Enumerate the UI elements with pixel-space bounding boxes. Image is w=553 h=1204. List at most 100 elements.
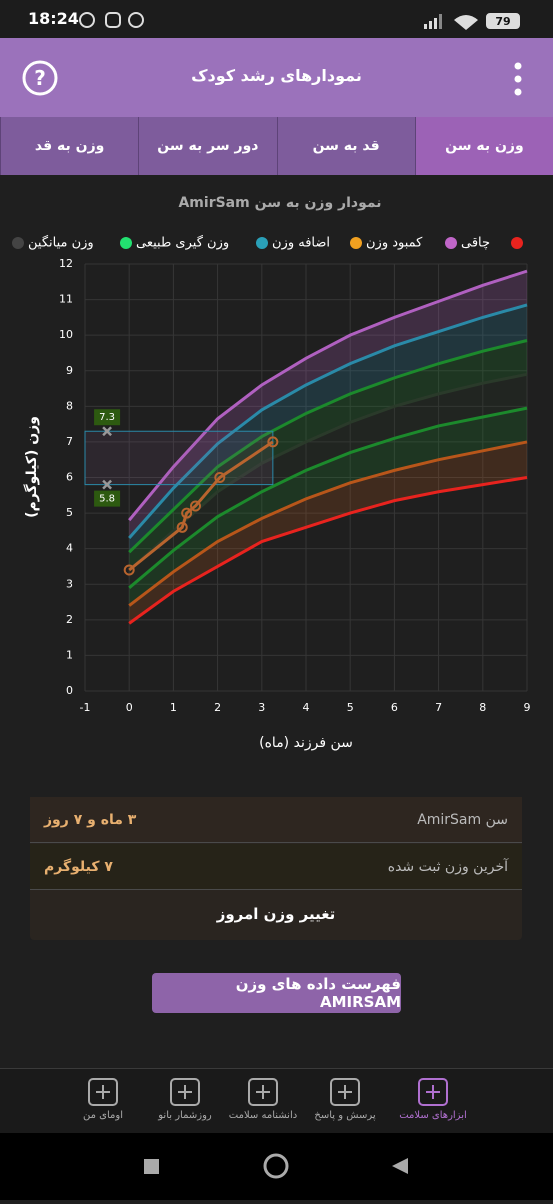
bottom-nav: ابزارهای سلامت پرسش و پاسخ دانشنامه سلامت ر… bbox=[0, 1068, 553, 1133]
nav-item[interactable]: پرسش و پاسخ bbox=[300, 1069, 390, 1134]
tab-bar: وزن به سن قد به سن دور سر به سن وزن به قد bbox=[0, 117, 553, 175]
child-point bbox=[181, 507, 193, 519]
growth-curve bbox=[128, 303, 528, 539]
weight-list-button[interactable]: فهرست داده های وزن AMIRSAM bbox=[152, 973, 401, 1013]
y-tick-label: 2 bbox=[66, 613, 73, 626]
nav-item[interactable]: روزشمار بانو bbox=[140, 1069, 230, 1134]
child-line bbox=[128, 440, 274, 572]
y-tick-label: 1 bbox=[66, 648, 73, 661]
nav-label: روزشمار بانو bbox=[158, 1110, 212, 1121]
x-tick-label: 0 bbox=[126, 701, 133, 714]
back-button[interactable] bbox=[392, 1158, 408, 1174]
growth-curve bbox=[128, 476, 528, 625]
y-tick-label: 10 bbox=[59, 328, 73, 341]
tab[interactable]: وزن به سن bbox=[414, 117, 553, 175]
nav-icon bbox=[330, 1078, 360, 1106]
battery: 79 bbox=[486, 13, 520, 29]
nav-icon bbox=[170, 1078, 200, 1106]
home-button[interactable] bbox=[263, 1153, 289, 1179]
row-value: ۷ کیلوگرم bbox=[44, 858, 113, 875]
recent-button[interactable] bbox=[144, 1159, 159, 1174]
tab[interactable]: قد به سن bbox=[276, 117, 415, 175]
range-cross bbox=[102, 479, 112, 490]
legend-dot bbox=[350, 237, 362, 249]
x-axis-label: سن فرزند (ماه) bbox=[259, 735, 353, 751]
nav-label: اومای من bbox=[83, 1110, 123, 1121]
range-label: 5.8 bbox=[99, 494, 115, 505]
summary-row: سن AmirSam ۳ ماه و ۷ روز bbox=[30, 797, 522, 843]
band bbox=[129, 441, 527, 624]
nav-label: پرسش و پاسخ bbox=[314, 1110, 376, 1121]
legend-label: چاقی bbox=[461, 236, 490, 251]
time: 18:24 bbox=[28, 9, 79, 28]
summary-row: آخرین وزن ثبت شده ۷ کیلوگرم bbox=[30, 844, 522, 890]
row-label: سن AmirSam bbox=[417, 811, 508, 828]
signal-wifi bbox=[424, 14, 478, 30]
legend-dot bbox=[445, 237, 457, 249]
x-tick-label: 4 bbox=[303, 701, 310, 714]
growth-curve bbox=[128, 339, 528, 554]
legend-dot bbox=[511, 237, 523, 249]
change-weight[interactable]: تغییر وزن امروز bbox=[216, 905, 336, 923]
legend-label: وزن میانگین bbox=[28, 235, 94, 251]
y-tick-label: 0 bbox=[66, 684, 73, 697]
child-point bbox=[123, 564, 135, 576]
legend-dot bbox=[256, 237, 268, 249]
child-point bbox=[190, 500, 201, 512]
y-tick-label: 3 bbox=[66, 577, 73, 590]
nav-label: ابزارهای سلامت bbox=[399, 1110, 467, 1121]
y-tick-label: 4 bbox=[66, 542, 73, 555]
nav-item[interactable]: ابزارهای سلامت bbox=[388, 1069, 478, 1134]
y-tick-label: 11 bbox=[59, 293, 73, 306]
y-tick-label: 12 bbox=[59, 257, 73, 270]
nav-item[interactable]: دانشنامه سلامت bbox=[218, 1069, 308, 1134]
legend-dot bbox=[12, 237, 24, 249]
system-buttons bbox=[144, 1153, 408, 1179]
menu-button[interactable] bbox=[512, 62, 524, 96]
child-point bbox=[176, 521, 188, 533]
child-point bbox=[267, 436, 279, 448]
growth-curve bbox=[128, 406, 528, 589]
nav-icon bbox=[248, 1078, 278, 1106]
range-box bbox=[84, 430, 274, 486]
x-tick-label: -1 bbox=[80, 701, 91, 714]
range-label-bg bbox=[94, 409, 121, 426]
band bbox=[129, 340, 527, 571]
status-bar: 18:24 79 bbox=[0, 0, 553, 38]
legend-label: وزن گیری طبیعی bbox=[136, 235, 229, 251]
x-tick-label: 8 bbox=[479, 701, 486, 714]
x-tick-label: 2 bbox=[214, 701, 221, 714]
summary-card: سن AmirSam ۳ ماه و ۷ روز آخرین وزن ثبت ش… bbox=[30, 797, 522, 940]
range-label-bg bbox=[94, 490, 121, 507]
nav-item[interactable]: اومای من bbox=[58, 1069, 148, 1134]
range-label: 7.3 bbox=[99, 412, 115, 423]
y-axis-label: وزن (کیلوگرم) bbox=[23, 416, 40, 518]
x-tick-label: 6 bbox=[391, 701, 398, 714]
row-label: آخرین وزن ثبت شده bbox=[387, 858, 508, 875]
nav-label: دانشنامه سلامت bbox=[228, 1110, 298, 1121]
status-icons bbox=[79, 12, 144, 28]
legend-label: اضافه وزن bbox=[272, 236, 330, 251]
help-button[interactable]: ? bbox=[22, 60, 58, 96]
tab[interactable]: وزن به قد bbox=[0, 117, 138, 175]
band bbox=[129, 271, 527, 538]
app-title: نمودارهای رشد کودک bbox=[191, 66, 362, 85]
tab[interactable]: دور سر به سن bbox=[138, 117, 276, 175]
nav-icon bbox=[418, 1078, 448, 1106]
y-tick-label: 9 bbox=[66, 364, 73, 377]
growth-curve bbox=[128, 440, 528, 607]
row-value: ۳ ماه و ۷ روز bbox=[44, 811, 137, 828]
chart-title: نمودار وزن به سن AmirSam bbox=[178, 195, 381, 211]
child-point bbox=[214, 472, 226, 483]
app-bar: ? نمودارهای رشد کودک bbox=[0, 38, 553, 117]
system-nav bbox=[0, 1133, 553, 1200]
chart: نمودار وزن به سن AmirSam سن فرزند (ماه) … bbox=[12, 195, 531, 751]
x-tick-label: 1 bbox=[170, 701, 177, 714]
x-tick-label: 5 bbox=[347, 701, 354, 714]
legend-dot bbox=[120, 237, 132, 249]
x-tick-label: 3 bbox=[258, 701, 265, 714]
x-tick-label: 9 bbox=[524, 701, 531, 714]
nav-icon bbox=[88, 1078, 118, 1106]
y-tick-label: 5 bbox=[66, 506, 73, 519]
